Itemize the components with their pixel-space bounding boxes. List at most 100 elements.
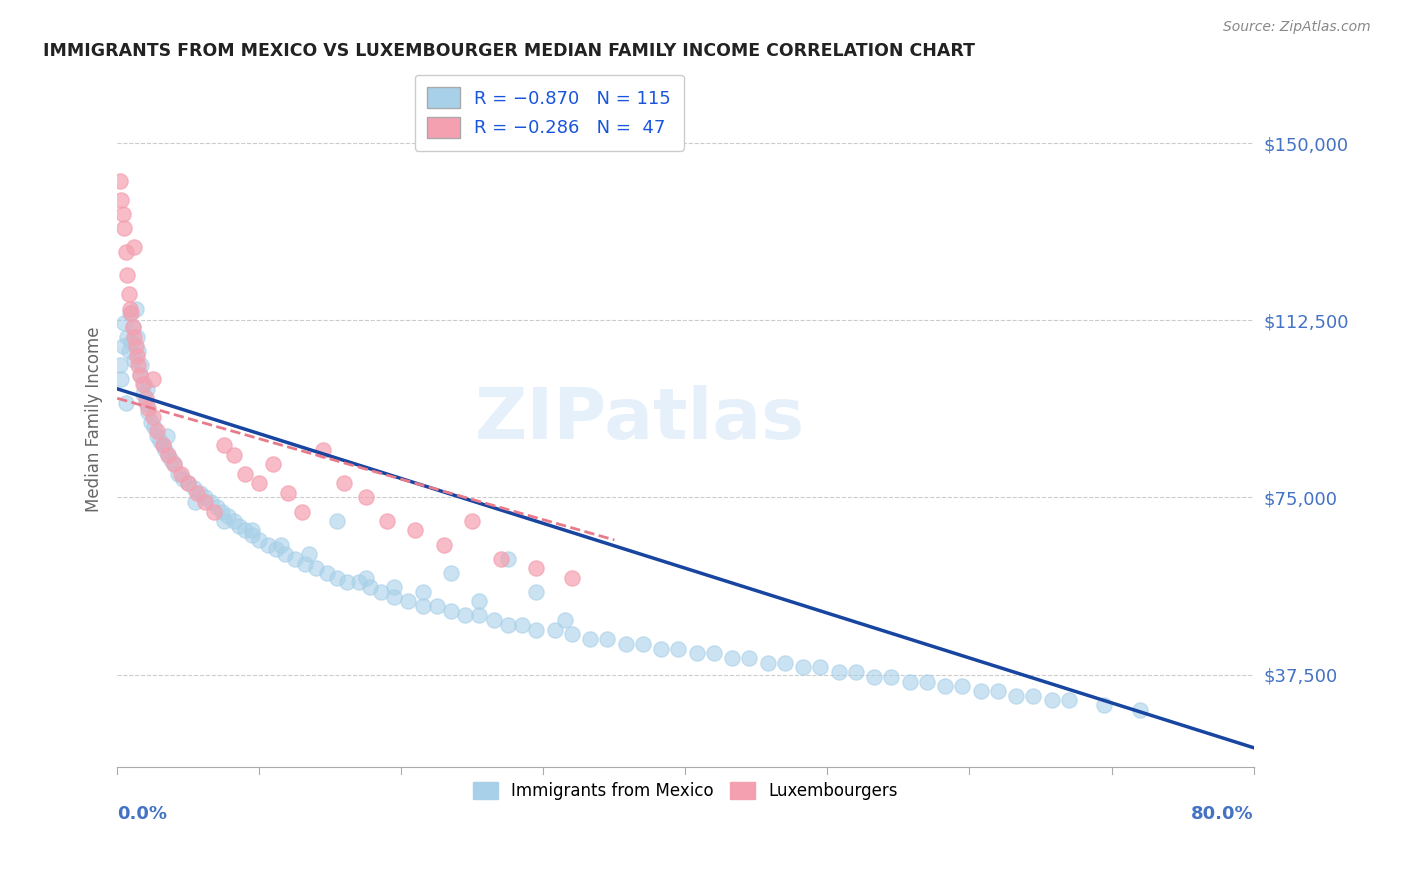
Point (163, 458, 186, 472)
Point (347, 575, 370, 590)
Point (128, 358, 150, 372)
Point (134, 377, 156, 392)
Point (167, 467, 190, 481)
Point (703, 646, 725, 660)
Point (396, 594, 419, 608)
Point (950, 679, 973, 693)
Point (184, 495, 207, 509)
Point (510, 618, 533, 632)
Point (122, 353, 145, 368)
Point (156, 429, 179, 443)
Point (149, 434, 172, 448)
Point (132, 377, 155, 392)
Point (124, 339, 146, 353)
Point (382, 590, 405, 604)
Point (132, 386, 155, 401)
Point (298, 547, 321, 561)
Point (211, 505, 233, 519)
Point (233, 524, 256, 538)
Point (1040, 693, 1063, 707)
Point (326, 514, 349, 528)
Point (122, 240, 145, 254)
Point (461, 514, 484, 528)
Point (247, 476, 270, 491)
Point (294, 557, 316, 571)
Point (792, 660, 814, 674)
Point (1057, 693, 1080, 707)
Point (359, 580, 381, 594)
Text: Source: ZipAtlas.com: Source: ZipAtlas.com (1223, 20, 1371, 34)
Point (212, 438, 235, 452)
Point (183, 481, 205, 495)
Point (111, 207, 134, 221)
Point (120, 334, 142, 349)
Point (256, 538, 278, 552)
Point (142, 410, 165, 425)
Point (934, 679, 956, 693)
Point (121, 320, 143, 334)
Point (222, 448, 245, 462)
Point (172, 471, 194, 485)
Point (146, 425, 169, 439)
Point (370, 585, 392, 599)
Point (305, 561, 328, 575)
Point (468, 594, 491, 608)
Text: IMMIGRANTS FROM MEXICO VS LUXEMBOURGER MEDIAN FAMILY INCOME CORRELATION CHART: IMMIGRANTS FROM MEXICO VS LUXEMBOURGER M… (44, 42, 976, 60)
Point (284, 551, 307, 566)
Point (524, 623, 547, 637)
Point (336, 575, 359, 590)
Text: 0.0%: 0.0% (117, 805, 167, 823)
Text: 80.0%: 80.0% (1191, 805, 1254, 823)
Point (863, 670, 886, 684)
Point (157, 448, 180, 462)
Point (1005, 689, 1028, 703)
Point (686, 646, 709, 660)
Point (274, 547, 297, 561)
Point (1022, 689, 1045, 703)
Point (136, 382, 159, 396)
Point (266, 542, 288, 557)
Point (412, 599, 434, 613)
Point (163, 458, 186, 472)
Point (108, 358, 131, 372)
Point (489, 551, 512, 566)
Point (170, 467, 193, 481)
Point (115, 330, 138, 344)
Point (160, 452, 183, 467)
Point (177, 476, 200, 491)
Point (108, 174, 131, 188)
Point (666, 641, 689, 656)
Point (631, 637, 654, 651)
Point (233, 467, 256, 481)
Point (212, 514, 235, 528)
Point (496, 618, 519, 632)
Point (880, 670, 903, 684)
Point (426, 599, 449, 613)
Point (405, 524, 427, 538)
Point (544, 623, 567, 637)
Point (194, 495, 217, 509)
Point (155, 443, 177, 458)
Point (270, 538, 292, 552)
Point (579, 632, 602, 646)
Point (146, 429, 169, 443)
Point (596, 632, 619, 646)
Point (152, 438, 174, 452)
Point (433, 538, 456, 552)
Point (138, 401, 160, 415)
Point (970, 684, 993, 698)
Point (205, 500, 228, 514)
Point (898, 674, 921, 689)
Point (186, 485, 208, 500)
Point (111, 339, 134, 353)
Text: ZIPatlas: ZIPatlas (475, 385, 806, 454)
Point (773, 656, 796, 670)
Point (354, 571, 377, 585)
Point (987, 684, 1010, 698)
Point (114, 396, 136, 410)
Point (247, 533, 270, 547)
Point (277, 485, 299, 500)
Point (915, 674, 938, 689)
Point (262, 458, 284, 472)
Point (112, 221, 135, 235)
